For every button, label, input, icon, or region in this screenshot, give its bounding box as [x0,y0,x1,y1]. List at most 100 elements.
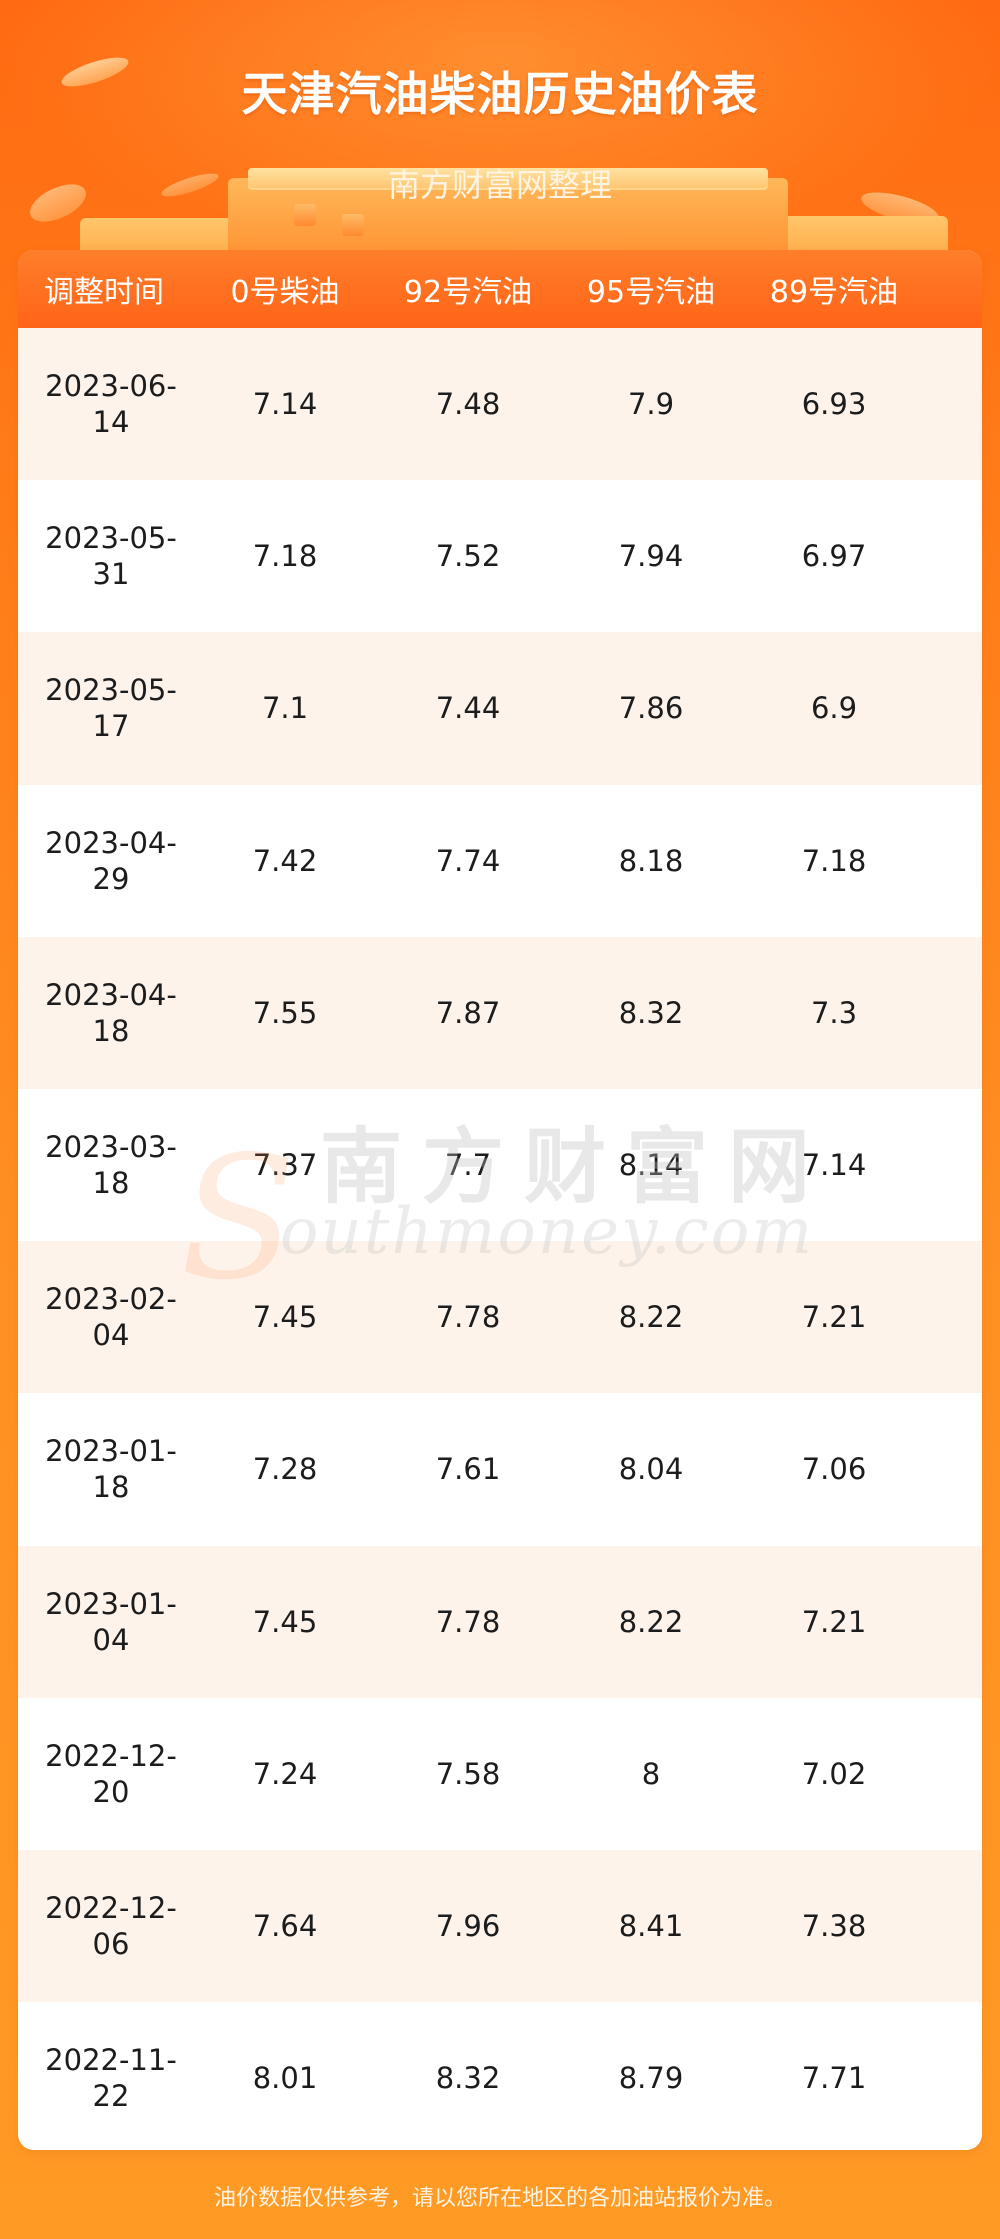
date-text: 2023-05-17 [45,673,177,744]
decor-stage-top [248,168,768,190]
gasoline-95-cell: 8.18 [618,843,684,878]
gasoline-95-cell: 8.41 [618,1908,684,1943]
diesel-0-cell: 7.1 [261,691,309,726]
gasoline-89-cell: 7.38 [801,1908,867,1943]
gasoline-92-cell: 7.7 [444,1148,492,1183]
gasoline-89-cell: 6.97 [801,539,867,574]
gasoline-95-cell: 7.86 [618,691,684,726]
date-cell: 2022-11-22 [18,2042,190,2114]
gasoline-92-cell: 7.58 [435,1756,501,1791]
date-cell: 2023-04-18 [18,977,190,1049]
gasoline-92-cell: 7.87 [435,995,501,1030]
diesel-0-cell: 7.45 [252,1604,318,1639]
gasoline-89-cell: 7.14 [801,1148,867,1183]
gasoline-89-cell: 7.18 [801,843,867,878]
date-cell: 2023-04-29 [18,825,190,897]
table-row: 2023-05-31 7.18 7.52 7.94 6.97 [18,480,982,633]
gasoline-92-cell: 7.96 [435,1908,501,1943]
gasoline-92-cell: 7.52 [435,539,501,574]
page-title: 天津汽油柴油历史油价表 [241,67,759,121]
gasoline-92-cell: 7.61 [435,1452,501,1487]
gasoline-95-cell: 8.04 [618,1452,684,1487]
page-subtitle: 南方财富网整理 [387,166,612,204]
date-text: 2022-12-20 [45,1738,177,1809]
decor-cube [294,204,316,226]
price-table: 调整时间 0号柴油 92号汽油 95号汽油 89号汽油 2023-06-14 7… [18,250,982,2150]
gasoline-92-cell: 7.78 [435,1604,501,1639]
diesel-0-cell: 7.45 [252,1300,318,1335]
gasoline-95-cell: 7.94 [618,539,684,574]
gasoline-89-cell: 7.06 [801,1452,867,1487]
date-cell: 2023-03-18 [18,1129,190,1201]
diesel-0-cell: 7.18 [252,539,318,574]
gasoline-92-cell: 7.44 [435,691,501,726]
gasoline-89-cell: 6.93 [801,387,867,422]
table-row: 2022-12-20 7.24 7.58 8 7.02 [18,1697,982,1850]
column-header: 92号汽油 [403,275,533,310]
gasoline-95-cell: 8.14 [618,1148,684,1183]
date-text: 2022-12-06 [45,1890,177,1961]
diesel-0-cell: 7.14 [252,387,318,422]
table-row: 2023-04-29 7.42 7.74 8.18 7.18 [18,784,982,937]
decor-cube [342,214,364,236]
diesel-0-cell: 7.64 [252,1908,318,1943]
table-body: 2023-06-14 7.14 7.48 7.9 6.93 2023-05-31… [18,328,982,2150]
date-text: 2023-04-18 [45,977,177,1048]
gasoline-89-cell: 7.3 [810,995,858,1030]
column-header: 89号汽油 [769,275,899,310]
gasoline-89-cell: 6.9 [810,691,858,726]
gasoline-95-cell: 8 [641,1756,661,1791]
date-cell: 2023-01-04 [18,1586,190,1658]
diesel-0-cell: 7.24 [252,1756,318,1791]
diesel-0-cell: 7.42 [252,843,318,878]
date-cell: 2023-05-31 [18,520,190,592]
table-row: 2023-06-14 7.14 7.48 7.9 6.93 [18,328,982,481]
date-cell: 2023-06-14 [18,368,190,440]
date-cell: 2023-01-18 [18,1433,190,1505]
gasoline-95-cell: 8.22 [618,1604,684,1639]
footer-note: 油价数据仅供参考，请以您所在地区的各加油站报价为准。 [213,2186,786,2211]
date-text: 2023-04-29 [45,825,177,896]
date-cell: 2023-02-04 [18,1281,190,1353]
table-row: 2023-01-18 7.28 7.61 8.04 7.06 [18,1393,982,1546]
date-text: 2022-11-22 [45,2043,177,2114]
date-text: 2023-03-18 [45,1130,177,1201]
gasoline-89-cell: 7.71 [801,2061,867,2096]
date-text: 2023-02-04 [45,1282,177,1353]
table-row: 2022-12-06 7.64 7.96 8.41 7.38 [18,1849,982,2003]
table-row: 2023-04-18 7.55 7.87 8.32 7.3 [18,936,982,1089]
gasoline-92-cell: 8.32 [435,2061,501,2096]
banner: 天津汽油柴油历史油价表 南方财富网整理 [0,0,1000,260]
gasoline-89-cell: 7.21 [801,1300,867,1335]
date-text: 2023-01-04 [45,1586,177,1657]
gasoline-95-cell: 8.32 [618,995,684,1030]
table-row: 2023-05-17 7.1 7.44 7.86 6.9 [18,632,982,785]
diesel-0-cell: 8.01 [252,2061,318,2096]
column-header: 0号柴油 [230,275,340,310]
date-cell: 2022-12-20 [18,1738,190,1810]
date-cell: 2023-05-17 [18,672,190,744]
column-header: 调整时间 [44,275,164,310]
table-row: 2023-02-04 7.45 7.78 8.22 7.21 [18,1241,982,1394]
diesel-0-cell: 7.55 [252,995,318,1030]
table-row: 2023-01-04 7.45 7.78 8.22 7.21 [18,1545,982,1698]
date-text: 2023-05-31 [45,521,177,592]
gasoline-92-cell: 7.78 [435,1300,501,1335]
gasoline-95-cell: 8.79 [618,2061,684,2096]
diesel-0-cell: 7.37 [252,1148,318,1183]
gasoline-92-cell: 7.74 [435,843,501,878]
gasoline-95-cell: 7.9 [627,387,675,422]
gasoline-89-cell: 7.02 [801,1756,867,1791]
gasoline-95-cell: 8.22 [618,1300,684,1335]
table-header-row: 调整时间 0号柴油 92号汽油 95号汽油 89号汽油 [18,250,982,328]
date-text: 2023-01-18 [45,1434,177,1505]
date-text: 2023-06-14 [45,369,177,440]
table-row: 2022-11-22 8.01 8.32 8.79 7.71 [18,2002,982,2150]
decor-stage-center [228,178,788,260]
date-cell: 2022-12-06 [18,1890,190,1962]
table-row: 2023-03-18 7.37 7.7 8.14 7.14 [18,1088,982,1242]
diesel-0-cell: 7.28 [252,1452,318,1487]
gasoline-89-cell: 7.21 [801,1604,867,1639]
gasoline-92-cell: 7.48 [435,387,501,422]
column-header: 95号汽油 [586,275,716,310]
